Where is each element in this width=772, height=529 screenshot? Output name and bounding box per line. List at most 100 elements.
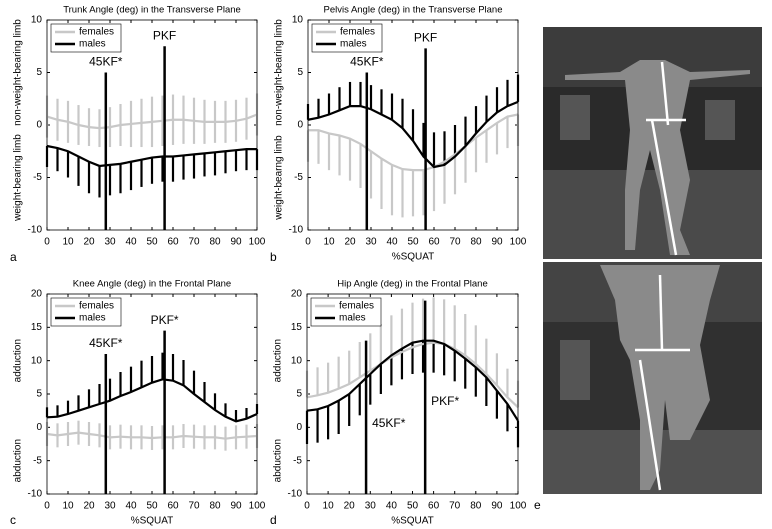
x-tick-label: 0	[44, 501, 50, 512]
x-tick-label: 50	[407, 237, 419, 248]
y-tick-label: 10	[31, 355, 43, 366]
x-tick-label: 20	[344, 501, 356, 512]
event-label: 45KF*	[89, 55, 123, 69]
legend-label: females	[79, 27, 114, 38]
x-tick-label: 50	[146, 501, 158, 512]
plot-frame	[306, 293, 519, 495]
plot-frame	[46, 293, 258, 495]
y-tick-label: 10	[292, 15, 304, 26]
y-tick-label: -5	[33, 455, 42, 466]
y-tick-label: 5	[296, 389, 302, 400]
panel-label: a	[10, 250, 17, 264]
x-tick-label: 80	[209, 237, 221, 248]
x-tick-label: 60	[167, 501, 179, 512]
y-tick-label: -10	[289, 225, 304, 236]
legend-box	[311, 23, 383, 53]
y-axis-label: abduction	[13, 439, 24, 482]
event-label: 45KF*	[89, 336, 123, 350]
y-tick-label: -5	[294, 172, 303, 183]
y-tick-label: 5	[36, 67, 42, 78]
event-label: 45KF*	[372, 416, 406, 430]
series-line	[46, 431, 258, 440]
x-tick-label: 30	[104, 501, 116, 512]
y-tick-label: 0	[36, 422, 42, 433]
series-line	[306, 341, 519, 409]
y-tick-label: -10	[288, 489, 303, 500]
plot-frame	[307, 19, 519, 231]
y-tick-label: 0	[36, 120, 42, 131]
legend-box	[50, 297, 122, 327]
event-label: 45KF*	[350, 55, 384, 69]
series-line	[306, 339, 519, 422]
y-tick-label: 20	[31, 289, 43, 300]
x-tick-label: 60	[428, 501, 440, 512]
y-axis-label: non-weight-bearing limb	[274, 19, 285, 126]
y-axis-label: non-weight-bearing limb	[13, 19, 24, 126]
x-tick-label: 20	[83, 237, 95, 248]
x-tick-label: 40	[125, 237, 137, 248]
x-tick-label: 10	[62, 237, 74, 248]
panel-label: e	[534, 498, 541, 512]
x-tick-label: 100	[510, 237, 527, 248]
x-tick-label: 10	[323, 237, 335, 248]
x-tick-label: 20	[344, 237, 356, 248]
x-tick-label: 10	[323, 501, 335, 512]
y-axis-label: abduction	[273, 439, 284, 482]
series-line	[307, 100, 519, 169]
series-line	[46, 378, 258, 423]
event-label: PKF*	[431, 394, 459, 408]
x-tick-label: 0	[305, 237, 311, 248]
plot-area	[47, 294, 257, 494]
y-tick-label: 10	[31, 15, 43, 26]
x-tick-label: 100	[249, 501, 266, 512]
x-tick-label: 60	[167, 237, 179, 248]
x-tick-label: 20	[83, 501, 95, 512]
panel-label: c	[10, 513, 16, 527]
x-axis-label: %SQUAT	[391, 516, 434, 527]
y-tick-label: 0	[296, 422, 302, 433]
x-axis-label: %SQUAT	[392, 252, 435, 263]
legend-label: females	[339, 301, 374, 312]
legend-box	[310, 297, 382, 327]
legend-label: males	[79, 313, 106, 324]
y-tick-label: -10	[28, 489, 43, 500]
x-tick-label: 40	[386, 501, 398, 512]
x-tick-label: 10	[62, 501, 74, 512]
y-axis-label: adduction	[13, 339, 24, 382]
x-tick-label: 30	[365, 501, 377, 512]
series-line	[46, 113, 258, 130]
chart-title: Trunk Angle (deg) in the Transverse Plan…	[63, 5, 241, 16]
y-tick-label: 20	[291, 289, 303, 300]
y-tick-label: 15	[31, 322, 43, 333]
x-axis-label: %SQUAT	[131, 516, 174, 527]
legend-box	[50, 23, 122, 53]
legend-label: males	[339, 313, 366, 324]
photo-bottom	[543, 262, 762, 494]
panel-label: d	[270, 513, 277, 527]
x-tick-label: 50	[146, 237, 158, 248]
y-tick-label: 10	[291, 355, 303, 366]
x-tick-label: 90	[230, 237, 242, 248]
y-tick-label: -5	[293, 455, 302, 466]
x-tick-label: 50	[407, 501, 419, 512]
x-tick-label: 70	[449, 237, 461, 248]
x-tick-label: 70	[449, 501, 461, 512]
x-tick-label: 30	[365, 237, 377, 248]
series-line	[46, 144, 257, 168]
x-tick-label: 70	[188, 501, 200, 512]
plot-frame	[46, 19, 258, 231]
y-tick-label: -5	[33, 172, 42, 183]
x-tick-label: 90	[491, 501, 503, 512]
y-tick-label: 5	[36, 389, 42, 400]
x-tick-label: 90	[491, 237, 503, 248]
x-tick-label: 30	[104, 237, 116, 248]
legend-label: females	[340, 27, 375, 38]
legend-label: males	[340, 39, 367, 50]
event-label: PKF	[153, 28, 176, 42]
x-tick-label: 90	[230, 501, 242, 512]
x-tick-label: 60	[428, 237, 440, 248]
y-tick-label: 5	[297, 67, 303, 78]
x-tick-label: 0	[44, 237, 50, 248]
x-tick-label: 70	[188, 237, 200, 248]
